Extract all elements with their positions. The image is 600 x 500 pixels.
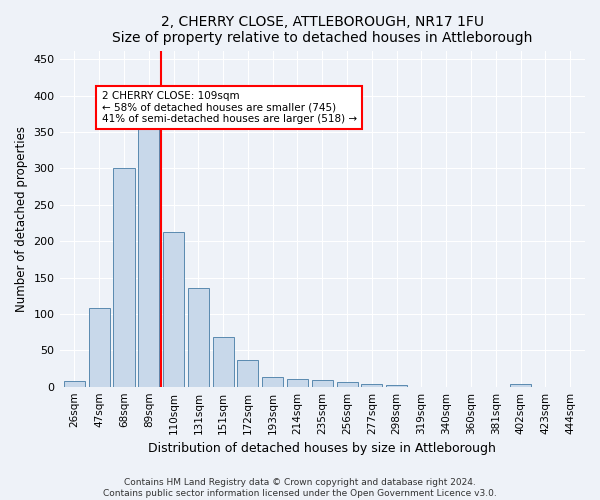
Bar bbox=[386, 385, 407, 386]
Y-axis label: Number of detached properties: Number of detached properties bbox=[15, 126, 28, 312]
Bar bbox=[188, 288, 209, 386]
Bar bbox=[361, 384, 382, 386]
Bar bbox=[212, 337, 233, 386]
Bar bbox=[163, 232, 184, 386]
Bar bbox=[337, 382, 358, 386]
Bar bbox=[238, 360, 259, 386]
Text: Contains HM Land Registry data © Crown copyright and database right 2024.
Contai: Contains HM Land Registry data © Crown c… bbox=[103, 478, 497, 498]
Bar bbox=[89, 308, 110, 386]
Text: 2 CHERRY CLOSE: 109sqm
← 58% of detached houses are smaller (745)
41% of semi-de: 2 CHERRY CLOSE: 109sqm ← 58% of detached… bbox=[101, 91, 357, 124]
Bar bbox=[64, 381, 85, 386]
Bar bbox=[312, 380, 333, 386]
Title: 2, CHERRY CLOSE, ATTLEBOROUGH, NR17 1FU
Size of property relative to detached ho: 2, CHERRY CLOSE, ATTLEBOROUGH, NR17 1FU … bbox=[112, 15, 532, 45]
Bar bbox=[113, 168, 134, 386]
X-axis label: Distribution of detached houses by size in Attleborough: Distribution of detached houses by size … bbox=[148, 442, 496, 455]
Bar bbox=[138, 124, 160, 386]
Bar bbox=[262, 377, 283, 386]
Bar bbox=[287, 380, 308, 386]
Bar bbox=[510, 384, 531, 386]
